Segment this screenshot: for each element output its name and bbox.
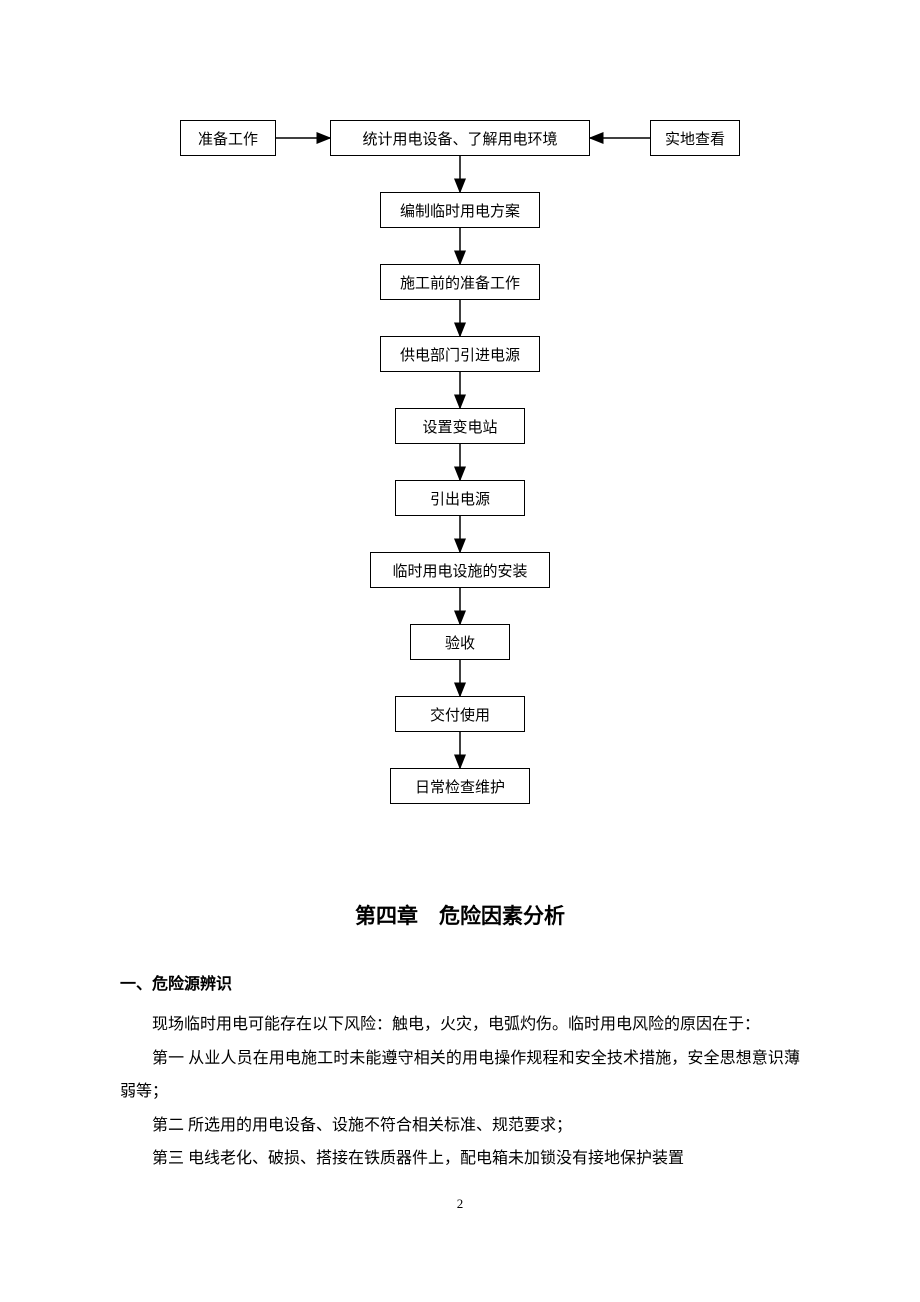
paragraph-1: 现场临时用电可能存在以下风险：触电，火灾，电弧灼伤。临时用电风险的原因在于： [120, 1008, 800, 1042]
flowchart-node: 编制临时用电方案 [380, 192, 540, 228]
page-number: 2 [120, 1196, 800, 1212]
paragraph-4: 第三 电线老化、破损、搭接在铁质器件上，配电箱未加锁没有接地保护装置 [120, 1142, 800, 1176]
flowchart-node: 供电部门引进电源 [380, 336, 540, 372]
flowchart-node: 日常检查维护 [390, 768, 530, 804]
flowchart-container: 准备工作 统计用电设备、了解用电环境 实地查看编制临时用电方案施工前的准备工作供电部… [180, 120, 740, 860]
flowchart-node: 实地查看 [650, 120, 740, 156]
chapter-title: 第四章 危险因素分析 [120, 900, 800, 930]
flowchart-node: 施工前的准备工作 [380, 264, 540, 300]
paragraph-2: 第一 从业人员在用电施工时未能遵守相关的用电操作规程和安全技术措施，安全思想意识… [120, 1042, 800, 1109]
flowchart-node: 交付使用 [395, 696, 525, 732]
flowchart-node: 统计用电设备、了解用电环境 [330, 120, 590, 156]
flowchart-node: 准备工作 [180, 120, 276, 156]
flowchart-node: 引出电源 [395, 480, 525, 516]
paragraph-3: 第二 所选用的用电设备、设施不符合相关标准、规范要求； [120, 1109, 800, 1143]
section-title: 一、危险源辨识 [120, 970, 800, 994]
flowchart-node: 设置变电站 [395, 408, 525, 444]
document-page: 准备工作 统计用电设备、了解用电环境 实地查看编制临时用电方案施工前的准备工作供电部… [0, 0, 920, 1252]
flowchart-node: 临时用电设施的安装 [370, 552, 550, 588]
flowchart-node: 验收 [410, 624, 510, 660]
